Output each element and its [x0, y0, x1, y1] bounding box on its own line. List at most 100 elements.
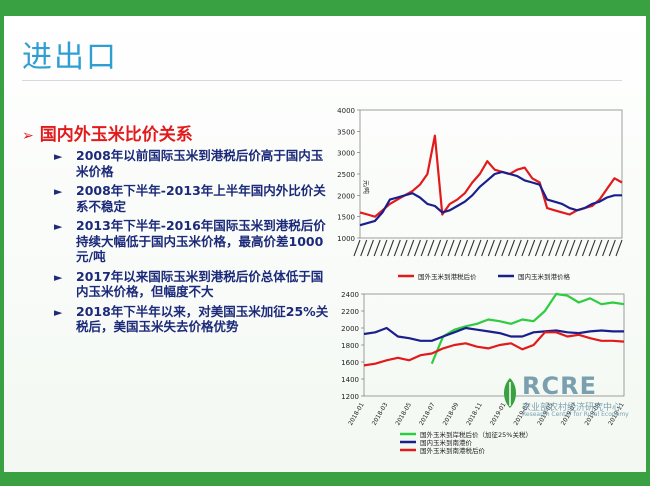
x-tick-mark	[534, 239, 542, 257]
x-tick-mark	[615, 239, 623, 257]
bullet-item: ► 2018年下半年以来，对美国玉米加征25%关税后，美国玉米失去价格优势	[54, 304, 334, 335]
x-tick-mark	[467, 239, 475, 257]
x-tick-label: 2018-03	[371, 401, 390, 426]
x-tick-mark	[460, 239, 469, 257]
y-tick-label: 2400	[341, 291, 359, 299]
rcre-logo: RCRE 农业部农村经济研究中心 Research Center for Rur…	[500, 372, 630, 420]
x-tick-mark	[393, 239, 401, 257]
bullet-text: 2008年下半年-2013年上半年国内外比价关系不稳定	[76, 183, 326, 214]
top-bar	[4, 4, 646, 16]
bullet-text: 2018年下半年以来，对美国玉米加征25%关税后，美国玉米失去价格优势	[76, 303, 329, 335]
x-tick-mark	[380, 239, 388, 257]
bullet-list: ► 2008年以前国际玉米到港税后价高于国内玉米价格 ► 2008年下半年-2013…	[54, 148, 334, 339]
bullet-item: ► 2017年以来国际玉米到港税后价总体低于国内玉米价格，但幅度不大	[54, 269, 334, 300]
y-tick-label: 1200	[341, 393, 359, 401]
bullet-item: ► 2008年下半年-2013年上半年国内外比价关系不稳定	[54, 183, 334, 214]
x-tick-mark	[501, 239, 509, 257]
y-tick-label: 2000	[341, 325, 359, 333]
triangle-bullet-icon: ►	[54, 185, 63, 198]
x-tick-mark	[407, 239, 415, 257]
logo-chinese-text: 农业部农村经济研究中心	[522, 403, 622, 413]
triangle-bullet-icon: ►	[54, 270, 63, 284]
x-tick-mark	[588, 239, 596, 257]
title-divider	[22, 80, 622, 81]
leaf-logo-icon	[504, 378, 516, 408]
bottom-bar	[4, 472, 646, 482]
x-tick-mark	[360, 239, 368, 257]
series-line	[430, 292, 625, 365]
x-tick-label: 2018-11	[465, 401, 484, 426]
x-tick-mark	[373, 239, 381, 257]
y-tick-label: 1400	[341, 376, 359, 384]
x-tick-label: 2018-01	[347, 401, 366, 426]
x-tick-mark	[413, 239, 421, 257]
x-tick-mark	[427, 239, 435, 257]
x-tick-mark	[447, 239, 455, 257]
legend-label: 国外玉米到岸税后价（加征25%关税）	[420, 430, 532, 439]
x-tick-mark	[454, 239, 462, 257]
x-tick-label: 2018-09	[442, 401, 461, 426]
x-tick-mark	[575, 239, 583, 257]
x-tick-mark	[602, 239, 610, 257]
triangle-bullet-icon: ►	[54, 305, 63, 319]
y-tick-label: 1800	[341, 342, 359, 350]
x-tick-mark	[434, 239, 442, 257]
legend-label: 国内玉米到南港价	[420, 438, 473, 447]
bullet-item: ► 2008年以前国际玉米到港税后价高于国内玉米价格	[54, 148, 334, 179]
x-tick-label: 2018-07	[418, 401, 437, 426]
y-tick-label: 1500	[337, 214, 355, 222]
x-tick-mark	[521, 239, 529, 257]
x-tick-mark	[387, 239, 395, 257]
x-tick-mark	[561, 239, 569, 257]
series-line	[359, 170, 622, 227]
legend-label: 国内玉米到港价格	[518, 272, 571, 281]
arrow-bullet-icon: ➢	[22, 128, 34, 144]
x-tick-mark	[608, 239, 616, 257]
x-tick-label: 2018-05	[394, 401, 413, 426]
section-heading: ➢ 国内外玉米比价关系	[22, 120, 193, 145]
y-axis-label: 元/吨	[362, 180, 370, 194]
bullet-item: ► 2013年下半年-2016年国际玉米到港税后价持续大幅低于国内玉米价格，最高价…	[54, 218, 334, 265]
x-tick-mark	[541, 239, 549, 257]
bullet-text: 2017年以来国际玉米到港税后价总体低于国内玉米价格，但幅度不大	[76, 268, 324, 300]
y-tick-label: 3000	[337, 150, 355, 158]
x-tick-mark	[568, 239, 576, 257]
triangle-bullet-icon: ►	[54, 220, 63, 233]
heading-text: 国内外玉米比价关系	[39, 125, 193, 145]
y-tick-label: 4000	[337, 107, 355, 115]
x-tick-mark	[474, 239, 482, 257]
x-tick-mark	[481, 239, 489, 257]
x-tick-mark	[548, 239, 556, 257]
price-chart-top: 1000 1500 2000 2500 3000 3500 4000 元/吨国外玉米到港税后价…	[337, 107, 623, 281]
legend-label: 国外玉米到南港税后价	[420, 446, 486, 455]
x-tick-mark	[400, 239, 408, 257]
legend-label: 国外玉米到港税后价	[418, 272, 477, 281]
y-tick-label: 3500	[337, 128, 355, 136]
x-tick-mark	[420, 239, 428, 257]
logo-english-text: Research Center for Rural Economy	[522, 411, 629, 418]
bullet-text: 2008年以前国际玉米到港税后价高于国内玉米价格	[76, 148, 324, 179]
x-tick-mark	[353, 239, 361, 257]
x-tick-mark	[507, 239, 516, 257]
x-tick-mark	[514, 239, 522, 257]
x-tick-mark	[581, 239, 589, 257]
x-tick-mark	[366, 239, 374, 257]
slide-title: 进出口	[22, 40, 118, 75]
x-tick-mark	[487, 239, 495, 257]
series-line	[363, 326, 624, 342]
x-tick-mark	[555, 239, 563, 257]
y-tick-label: 1600	[341, 359, 359, 367]
y-tick-label: 2200	[341, 308, 359, 316]
y-tick-label: 2500	[337, 171, 355, 179]
x-tick-mark	[595, 239, 603, 257]
triangle-bullet-icon: ►	[54, 150, 63, 163]
y-tick-label: 2000	[337, 192, 355, 200]
y-tick-label: 1000	[337, 235, 355, 243]
series-line	[363, 331, 625, 367]
plot-area	[359, 109, 623, 239]
price-chart-bottom: 1200 1400 1600 1800 2000 2200 2400 2018-01 2018-…	[341, 291, 626, 455]
x-tick-mark	[494, 239, 502, 257]
bullet-text: 2013年下半年-2016年国际玉米到港税后价持续大幅低于国内玉米价格，最高价差…	[76, 218, 326, 264]
logo-rcre-text: RCRE	[522, 372, 597, 400]
